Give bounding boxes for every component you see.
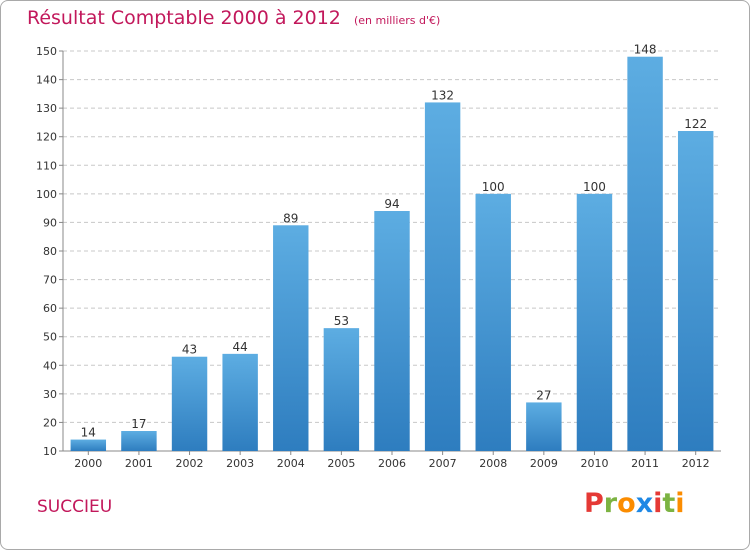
- bar: [70, 439, 107, 451]
- bar-value-label: 100: [482, 180, 505, 194]
- bar-value-label: 89: [283, 211, 298, 225]
- logo-letter: P: [584, 488, 604, 519]
- bar-value-label: 17: [131, 417, 146, 431]
- bar-value-label: 94: [384, 197, 399, 211]
- bar-value-label: 148: [634, 43, 657, 57]
- logo-letter: r: [603, 488, 618, 519]
- bar-value-label: 44: [233, 340, 248, 354]
- bar: [323, 328, 360, 451]
- x-tick-label: 2012: [682, 457, 710, 470]
- bar: [121, 431, 157, 451]
- chart-title: Résultat Comptable 2000 à 2012: [27, 7, 341, 29]
- y-tick-label: 90: [43, 216, 57, 229]
- logo-letter: i: [653, 488, 663, 519]
- bar: [576, 193, 613, 451]
- bar-value-label: 14: [81, 426, 96, 440]
- bar: [374, 211, 410, 451]
- x-tick-label: 2002: [176, 457, 204, 470]
- y-tick-label: 30: [43, 388, 57, 401]
- x-tick-label: 2006: [378, 457, 406, 470]
- bar: [222, 353, 258, 451]
- bar: [171, 356, 208, 451]
- y-tick-label: 60: [43, 302, 57, 315]
- y-tick-label: 100: [36, 188, 57, 201]
- bar-value-label: 132: [431, 88, 454, 102]
- bar: [273, 225, 309, 451]
- y-tick-label: 20: [43, 416, 57, 429]
- y-tick-label: 70: [43, 274, 57, 287]
- bar-value-label: 122: [684, 117, 707, 131]
- y-tick-label: 120: [36, 131, 57, 144]
- x-tick-label: 2000: [74, 457, 102, 470]
- proxiti-logo: Proxiti: [584, 488, 685, 519]
- y-tick-label: 110: [36, 159, 57, 172]
- x-tick-label: 2008: [479, 457, 507, 470]
- chart-title-block: Résultat Comptable 2000 à 2012 (en milli…: [27, 7, 440, 29]
- y-tick-label: 80: [43, 245, 57, 258]
- logo-letter: i: [675, 488, 685, 519]
- y-tick-label: 150: [36, 45, 57, 58]
- y-tick-label: 40: [43, 359, 57, 372]
- x-tick-label: 2009: [530, 457, 558, 470]
- y-tick-label: 140: [36, 74, 57, 87]
- bar: [475, 193, 511, 451]
- y-tick-label: 10: [43, 445, 57, 458]
- y-tick-label: 50: [43, 331, 57, 344]
- logo-letter: o: [617, 488, 636, 519]
- x-tick-label: 2011: [631, 457, 659, 470]
- bar: [526, 402, 562, 451]
- bar-value-label: 43: [182, 343, 197, 357]
- y-tick-label: 130: [36, 102, 57, 115]
- x-tick-label: 2003: [226, 457, 254, 470]
- x-tick-label: 2007: [429, 457, 457, 470]
- bar: [627, 56, 663, 451]
- bar-value-label: 100: [583, 180, 606, 194]
- chart-unit: (en milliers d'€): [353, 14, 441, 27]
- bar: [677, 131, 714, 451]
- logo-letter: t: [662, 488, 676, 519]
- x-tick-label: 2005: [327, 457, 355, 470]
- commune-name: SUCCIEU: [37, 497, 113, 517]
- x-tick-label: 2004: [277, 457, 305, 470]
- bar: [424, 102, 461, 451]
- x-tick-label: 2010: [580, 457, 608, 470]
- bar-value-label: 27: [536, 388, 551, 402]
- x-tick-label: 2001: [125, 457, 153, 470]
- logo-letter: x: [635, 488, 654, 519]
- bar-value-label: 53: [334, 314, 349, 328]
